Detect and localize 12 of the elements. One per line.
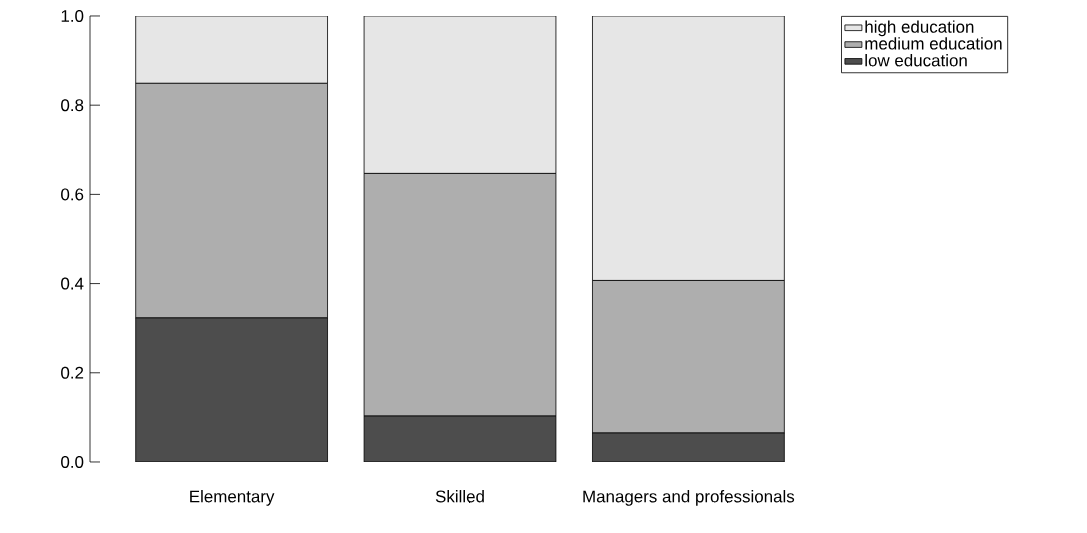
y-tick-label: 1.0: [61, 9, 84, 22]
y-tick-label: 0.0: [61, 455, 84, 468]
legend-label: medium education: [865, 37, 1002, 50]
y-tick-label: 0.6: [61, 188, 84, 201]
y-tick-label: 0.8: [61, 99, 84, 112]
y-tick-label: 0.2: [61, 366, 84, 379]
legend-label: low education: [865, 53, 967, 67]
x-tick-label: Elementary: [190, 490, 275, 506]
x-tick-label: Skilled: [435, 490, 484, 503]
legend-label: high education: [865, 20, 974, 37]
y-tick-label: 0.4: [61, 277, 84, 290]
x-tick-label: Managers and professionals: [583, 490, 795, 506]
